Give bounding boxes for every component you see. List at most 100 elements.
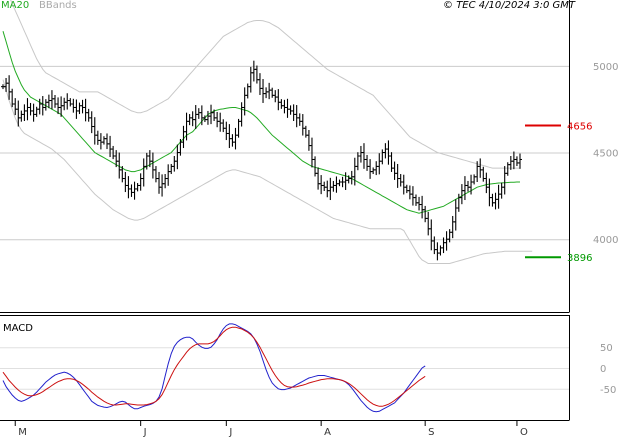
ohlc-bar [166, 164, 171, 186]
ohlc-bar [365, 154, 370, 171]
macd-gridlines [0, 347, 569, 390]
month-label: M [18, 427, 27, 438]
ohlc-bar [361, 143, 366, 169]
ohlc-bar [150, 152, 155, 179]
ohlc-bar [218, 112, 223, 132]
macd-line [2, 323, 426, 413]
ohlc-bar [410, 186, 415, 206]
ohlc-bar [34, 106, 39, 117]
ohlc-bar [157, 171, 162, 194]
ohlc-bar [484, 172, 489, 194]
ohlc-bar [245, 83, 250, 99]
ohlc-bar [254, 65, 259, 84]
bbands-lower-line [2, 79, 533, 264]
ohlc-bar [420, 195, 425, 219]
ohlc-bar [276, 89, 281, 111]
ohlc-bar [28, 102, 33, 116]
month-label: J [143, 427, 147, 438]
ohlc-bar [319, 175, 324, 195]
macd-lines [2, 323, 426, 413]
ohlc-bar [251, 60, 256, 82]
ohlc-bar [257, 73, 262, 95]
ohlc-bar [169, 163, 174, 175]
ohlc-bar [205, 110, 210, 125]
ohlc-bar [429, 219, 434, 251]
ohlc-bar [282, 99, 287, 114]
ohlc-bar [153, 166, 158, 183]
ohlc-bar [105, 133, 110, 150]
ohlc-bar [239, 102, 244, 127]
support-level-label: 3896 [567, 253, 592, 264]
ohlc-bar [417, 196, 422, 211]
ohlc-bar [502, 166, 507, 195]
ohlc-bar [294, 105, 299, 128]
ohlc-bar [279, 99, 284, 109]
ohlc-bar [264, 87, 269, 99]
ohlc-bar [300, 114, 305, 136]
ohlc-bar [435, 242, 440, 261]
ohlc-bar [398, 174, 403, 187]
ohlc-bar [499, 182, 504, 199]
ohlc-bar [242, 87, 247, 116]
ohlc-bar [95, 130, 100, 145]
ohlc-bar [230, 134, 235, 147]
ohlc-bar [288, 105, 293, 115]
ohlc-bar [297, 113, 302, 126]
ohlc-bar [285, 98, 290, 118]
macd-tick-label: -50 [600, 385, 616, 396]
month-label: J [228, 427, 232, 438]
ohlc-bar [129, 184, 134, 197]
ohlc-bar [392, 161, 397, 180]
ohlc-bar [68, 98, 73, 107]
ohlc-bar [331, 180, 336, 192]
ohlc-bar [478, 158, 483, 178]
ohlc-bar [25, 98, 30, 121]
ohlc-bar [459, 184, 464, 205]
ohlc-bar [74, 99, 79, 119]
ohlc-bar [518, 153, 522, 169]
ohlc-bar [328, 177, 333, 201]
ohlc-bars [1, 60, 522, 261]
ohlc-bar [438, 245, 443, 256]
ohlc-bar [172, 156, 177, 172]
ohlc-bar [306, 130, 311, 151]
ohlc-bar [86, 108, 91, 122]
ohlc-bar [450, 215, 455, 239]
ohlc-bar [22, 104, 27, 121]
ohlc-bar [190, 111, 195, 127]
month-label: O [520, 427, 528, 438]
legend-bbands: BBands [39, 0, 77, 11]
ohlc-bar [407, 185, 412, 200]
ohlc-bar [432, 236, 437, 255]
price-levels: 4656 3896 [525, 121, 592, 264]
ohlc-bar [389, 152, 394, 172]
ohlc-bar [187, 114, 192, 126]
ohlc-bar [101, 136, 106, 145]
ohlc-bar [368, 159, 373, 179]
ohlc-bar [481, 166, 486, 182]
ohlc-bar [511, 151, 516, 170]
ohlc-bar [444, 231, 449, 251]
ohlc-bar [92, 117, 97, 145]
ohlc-bar [325, 180, 330, 198]
ohlc-bar [227, 124, 232, 149]
month-label: A [324, 427, 331, 438]
ohlc-bar [404, 184, 409, 194]
ohlc-bar [447, 229, 452, 243]
ohlc-bar [160, 174, 165, 197]
ohlc-bar [426, 211, 431, 236]
ohlc-bar [65, 93, 70, 110]
ohlc-bar [19, 110, 24, 122]
ohlc-bar [273, 90, 278, 103]
bbands-upper-line [10, 0, 520, 169]
price-tick-label: 4500 [593, 149, 618, 160]
ohlc-bar [490, 193, 495, 207]
macd-tick-label: 0 [600, 364, 606, 375]
ohlc-bar [49, 90, 54, 110]
ohlc-bar [53, 94, 58, 108]
ma20-line [2, 31, 520, 214]
ohlc-bar [31, 103, 36, 122]
macd-tick-label: 50 [600, 343, 613, 354]
ohlc-bar [108, 135, 113, 158]
